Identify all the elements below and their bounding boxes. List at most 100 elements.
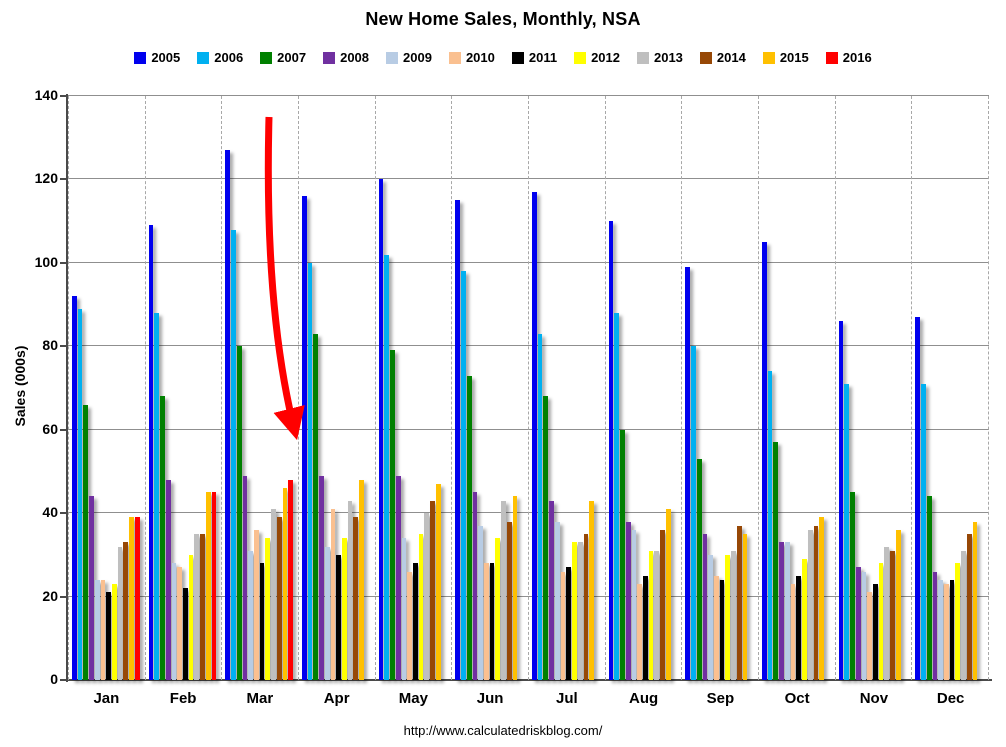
month-group-dec xyxy=(911,96,990,680)
bar-2009-jan xyxy=(94,579,100,680)
bar-2009-feb xyxy=(171,563,177,680)
bar-2014-nov xyxy=(890,550,895,680)
bar-2010-apr xyxy=(330,508,336,680)
legend-item-2010: 2010 xyxy=(448,50,495,65)
bar-2010-sep xyxy=(713,575,719,680)
bar-2015-apr xyxy=(359,479,364,680)
bar-2007-sep xyxy=(696,458,702,680)
bar-2009-mar xyxy=(248,550,253,680)
legend-item-2015: 2015 xyxy=(762,50,809,65)
bar-2011-feb xyxy=(182,588,188,680)
legend-label: 2005 xyxy=(151,50,181,65)
bar-2007-oct xyxy=(773,442,779,680)
bar-2011-nov xyxy=(873,584,878,680)
bar-2007-jul xyxy=(543,396,549,680)
bar-2010-jan xyxy=(100,579,106,680)
bar-2014-dec xyxy=(966,534,972,680)
bar-2012-aug xyxy=(648,550,654,680)
legend-label: 2009 xyxy=(403,50,432,65)
legend-item-2005: 2005 xyxy=(134,50,180,65)
legend-label: 2008 xyxy=(340,50,370,65)
bar-2008-feb xyxy=(165,479,171,680)
bar-2007-aug xyxy=(620,429,625,680)
bar-2005-jun xyxy=(455,200,461,680)
y-tick-label-120: 120 xyxy=(34,170,58,187)
legend-swatch-2005 xyxy=(134,51,147,64)
bar-2014-sep xyxy=(736,525,742,680)
bar-2007-may xyxy=(390,350,395,680)
bar-2008-may xyxy=(395,475,401,680)
bar-2009-may xyxy=(401,538,407,680)
bar-2012-oct xyxy=(802,559,807,680)
y-tick-label-140: 140 xyxy=(34,87,58,103)
bar-2015-oct xyxy=(819,517,824,680)
plot-area xyxy=(68,95,990,680)
bar-2005-feb xyxy=(148,225,154,680)
bar-2012-mar xyxy=(265,538,271,680)
bar-2007-dec xyxy=(926,496,932,680)
month-label-oct: Oct xyxy=(784,690,810,707)
legend-item-2013: 2013 xyxy=(636,50,683,65)
bar-2016-jan xyxy=(134,517,140,680)
legend-label: 2010 xyxy=(465,50,495,65)
bar-2013-may xyxy=(424,513,430,680)
legend-label: 2011 xyxy=(528,50,558,65)
y-tick-label-80: 80 xyxy=(42,337,58,354)
bar-2012-may xyxy=(418,534,424,680)
month-group-oct xyxy=(758,96,835,680)
legend-label: 2007 xyxy=(277,50,307,65)
bar-2011-dec xyxy=(949,579,955,680)
bar-2009-nov xyxy=(861,571,867,680)
bar-2015-feb xyxy=(205,492,211,680)
y-tick-mark xyxy=(60,679,67,681)
y-tick-mark xyxy=(60,428,67,431)
month-group-jan xyxy=(68,96,145,680)
bar-2015-nov xyxy=(895,529,901,680)
bar-2013-feb xyxy=(194,534,200,680)
bar-2010-feb xyxy=(177,567,182,680)
bar-2013-jul xyxy=(577,542,583,680)
legend-item-2008: 2008 xyxy=(323,50,369,65)
bar-2006-jan xyxy=(77,308,83,680)
bar-2008-jul xyxy=(549,500,554,680)
month-group-may xyxy=(374,96,452,680)
bar-2006-aug xyxy=(614,312,620,680)
month-group-sep xyxy=(681,96,758,680)
bar-2007-mar xyxy=(236,346,242,680)
y-tick-mark xyxy=(60,178,67,181)
bar-2010-jul xyxy=(560,571,566,680)
bar-2010-jun xyxy=(483,563,489,680)
bar-2013-jun xyxy=(501,500,506,680)
bar-2014-oct xyxy=(813,525,819,680)
y-tick-label-0: 0 xyxy=(50,671,58,687)
bar-2005-apr xyxy=(302,196,307,680)
bar-2009-dec xyxy=(938,579,943,680)
month-label-sep: Sep xyxy=(706,690,735,707)
bar-2015-jun xyxy=(512,496,518,680)
bar-2008-oct xyxy=(779,542,784,680)
bar-2011-jul xyxy=(566,567,572,680)
month-group-aug xyxy=(604,96,682,680)
y-axis-line xyxy=(66,94,68,682)
bar-2012-apr xyxy=(342,538,347,680)
bar-2005-sep xyxy=(685,267,691,680)
source-url: http://www.calculatedriskblog.com/ xyxy=(403,723,603,738)
bar-2013-mar xyxy=(271,508,276,680)
bar-2007-jan xyxy=(83,404,89,680)
bar-2013-sep xyxy=(731,550,736,680)
legend-swatch-2011 xyxy=(511,51,524,64)
legend-item-2012: 2012 xyxy=(574,50,620,65)
bar-2008-jun xyxy=(472,492,478,680)
bar-2008-aug xyxy=(625,521,631,680)
bar-2015-mar xyxy=(282,488,288,680)
bar-2009-jun xyxy=(478,525,483,680)
bar-2010-may xyxy=(407,571,412,680)
bar-2009-oct xyxy=(784,542,790,680)
bar-2009-sep xyxy=(708,554,713,680)
gridline-140 xyxy=(68,95,989,96)
month-group-mar xyxy=(221,96,298,680)
bar-2011-apr xyxy=(336,554,342,680)
bar-2005-mar xyxy=(225,150,231,680)
bar-2011-oct xyxy=(796,575,802,680)
